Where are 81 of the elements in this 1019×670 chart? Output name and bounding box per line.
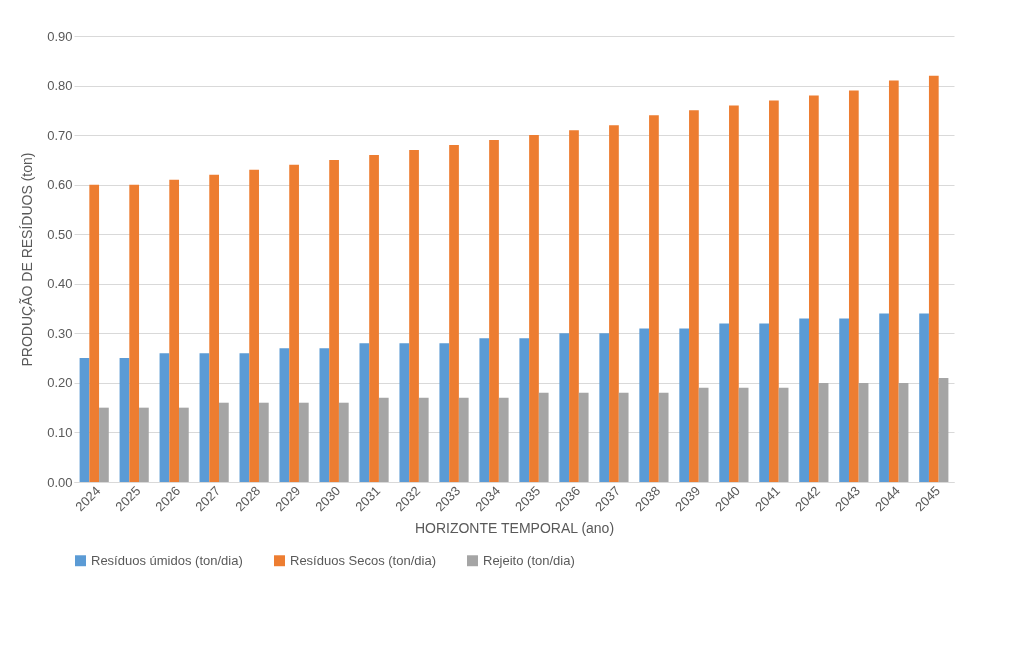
bar	[338, 402, 349, 482]
y-tick-label: 0.70	[47, 127, 73, 143]
bar	[578, 392, 589, 482]
bar	[609, 125, 619, 482]
bar	[649, 115, 659, 482]
bar	[778, 387, 789, 482]
bar	[129, 184, 140, 482]
y-tick-label: 0.90	[47, 28, 73, 44]
bar	[719, 323, 730, 482]
bar	[538, 392, 549, 482]
bar	[119, 358, 130, 482]
bar	[369, 154, 379, 482]
bar	[479, 338, 490, 482]
bar	[359, 343, 370, 482]
bar	[329, 159, 339, 482]
bar	[79, 358, 90, 482]
bar	[938, 377, 949, 482]
bar	[898, 382, 909, 482]
bar	[249, 169, 259, 482]
bar	[159, 353, 170, 482]
bar	[729, 105, 739, 482]
bar	[639, 328, 650, 482]
bar	[559, 333, 570, 482]
bar	[738, 387, 749, 482]
y-tick-label: 0.40	[47, 276, 73, 292]
bar	[139, 407, 149, 482]
bar	[799, 318, 809, 482]
y-tick-label: 0.50	[47, 226, 73, 242]
bar	[839, 318, 849, 482]
bar	[378, 397, 389, 482]
bar	[409, 149, 419, 482]
x-axis-title: HORIZONTE TEMPORAL (ano)	[414, 520, 615, 537]
bar	[569, 130, 579, 482]
bar	[519, 338, 530, 482]
bar	[498, 397, 509, 482]
bar	[489, 140, 499, 482]
bar	[759, 323, 770, 482]
bar	[689, 110, 699, 482]
bar	[289, 164, 299, 482]
bar	[848, 90, 859, 482]
bar	[818, 382, 829, 482]
bar	[418, 397, 429, 482]
bar	[928, 75, 939, 482]
y-tick-label: 0.20	[47, 375, 73, 391]
bar	[89, 184, 100, 482]
legend-label: Resíduos Secos (ton/dia)	[290, 552, 436, 568]
bar	[239, 353, 250, 482]
bar	[399, 343, 410, 482]
bar	[658, 392, 669, 482]
bar	[888, 80, 899, 482]
y-tick-label: 0.30	[47, 325, 73, 341]
bar	[449, 145, 459, 482]
bar	[599, 333, 610, 482]
y-tick-label: 0.80	[47, 78, 73, 94]
bar	[698, 387, 709, 482]
bar	[679, 328, 690, 482]
bar	[439, 343, 450, 482]
bar	[199, 353, 210, 482]
legend-label: Resíduos úmidos (ton/dia)	[91, 552, 243, 568]
legend-label: Rejeito (ton/dia)	[483, 552, 575, 568]
bar	[319, 348, 330, 482]
bar	[279, 348, 290, 482]
y-tick-label: 0.60	[47, 177, 73, 193]
bar	[209, 174, 219, 482]
bar	[879, 313, 889, 482]
bar	[298, 402, 309, 482]
bar	[529, 135, 539, 482]
bar	[99, 407, 109, 482]
bar	[179, 407, 189, 482]
bar	[858, 382, 869, 482]
bar	[169, 179, 180, 482]
bar	[258, 402, 269, 482]
y-tick-label: 0.10	[47, 424, 73, 440]
bar	[219, 402, 229, 482]
bar	[458, 397, 469, 482]
bar	[618, 392, 629, 482]
y-tick-label: 0.00	[47, 474, 73, 490]
bar	[769, 100, 779, 482]
y-axis-title: PRODUÇÃO DE RESÍDUOS (ton)	[19, 152, 36, 367]
bar	[919, 313, 929, 482]
bar	[809, 95, 819, 482]
